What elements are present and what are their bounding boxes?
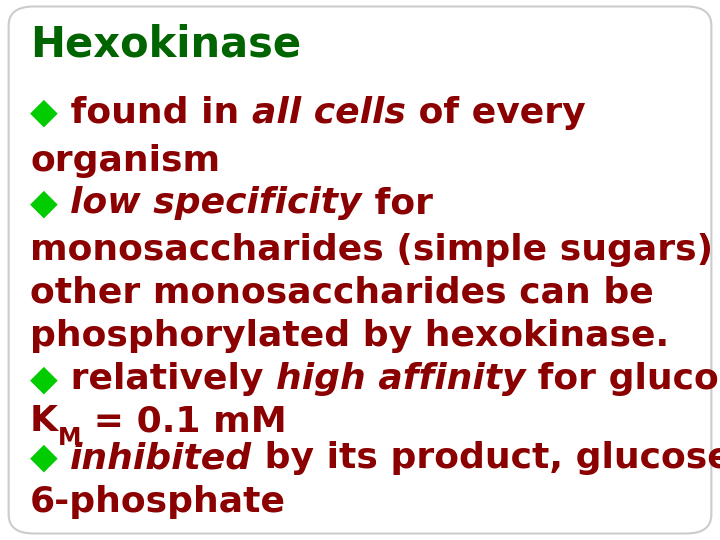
Text: ◆: ◆	[30, 186, 58, 220]
Text: ◆: ◆	[30, 362, 58, 396]
Text: all cells: all cells	[251, 96, 405, 130]
Text: of every: of every	[405, 96, 585, 130]
Text: relatively: relatively	[58, 362, 276, 396]
Text: organism: organism	[30, 144, 220, 178]
Text: monosaccharides (simple sugars) i.e.,: monosaccharides (simple sugars) i.e.,	[30, 233, 720, 267]
Text: other monosaccharides can be: other monosaccharides can be	[30, 276, 654, 310]
Text: inhibited: inhibited	[71, 441, 253, 475]
Text: M: M	[58, 426, 81, 450]
FancyBboxPatch shape	[9, 6, 711, 534]
Text: K: K	[30, 404, 58, 438]
Text: found in: found in	[58, 96, 251, 130]
Text: high affinity: high affinity	[276, 362, 526, 396]
Text: ◆: ◆	[30, 96, 58, 130]
Text: for: for	[362, 186, 433, 220]
Text: 6-phosphate: 6-phosphate	[30, 485, 286, 519]
Text: ◆: ◆	[30, 441, 58, 475]
Text: for glucose,: for glucose,	[526, 362, 720, 396]
Text: Hexokinase: Hexokinase	[30, 24, 301, 66]
Text: low specificity: low specificity	[71, 186, 362, 220]
Text: phosphorylated by hexokinase.: phosphorylated by hexokinase.	[30, 319, 669, 353]
Text: by its product, glucose: by its product, glucose	[253, 441, 720, 475]
Text: = 0.1 mM: = 0.1 mM	[81, 404, 287, 438]
